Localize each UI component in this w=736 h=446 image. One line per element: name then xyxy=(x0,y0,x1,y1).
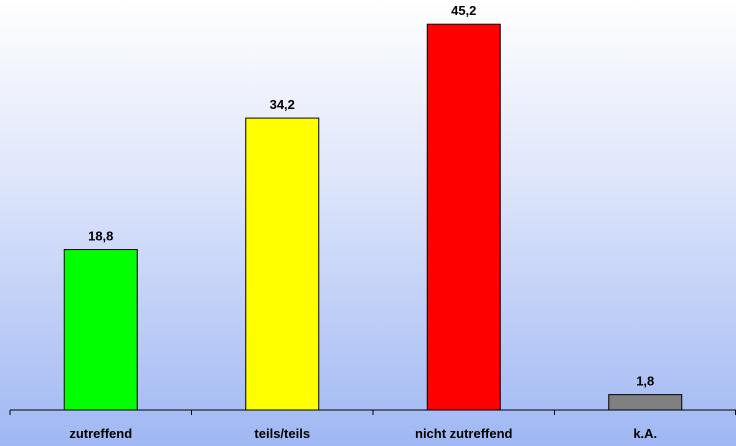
bar-4 xyxy=(608,394,683,411)
category-label-1: zutreffend xyxy=(69,426,132,441)
bar-1 xyxy=(63,249,138,411)
data-label-1: 18,8 xyxy=(88,229,113,244)
data-label-2: 34,2 xyxy=(270,97,295,112)
category-label-4: k.A. xyxy=(633,426,657,441)
category-label-3: nicht zutreffend xyxy=(415,426,513,441)
bar-3 xyxy=(426,23,501,411)
bar-2 xyxy=(245,117,320,411)
category-label-2: teils/teils xyxy=(254,426,310,441)
data-label-4: 1,8 xyxy=(636,374,654,389)
data-label-3: 45,2 xyxy=(451,3,476,18)
